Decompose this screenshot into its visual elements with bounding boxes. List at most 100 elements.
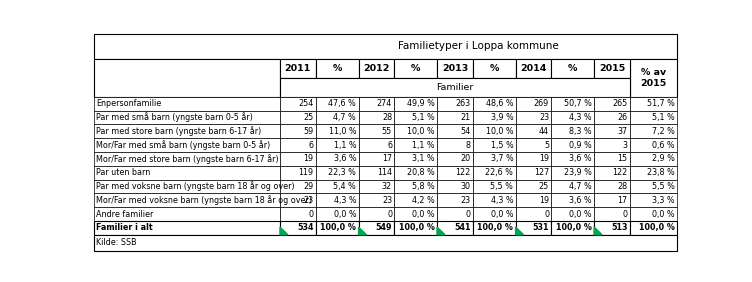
Text: 3,7 %: 3,7 % <box>490 154 514 163</box>
Text: 263: 263 <box>456 99 471 108</box>
Text: % av
2015: % av 2015 <box>640 68 666 87</box>
Bar <box>359 124 394 138</box>
Bar <box>630 180 677 193</box>
Bar <box>630 207 677 221</box>
Polygon shape <box>516 227 523 235</box>
Text: 22,3 %: 22,3 % <box>329 168 356 177</box>
Text: 5: 5 <box>544 140 549 149</box>
Text: 8,3 %: 8,3 % <box>569 127 592 136</box>
Bar <box>94 221 280 235</box>
Bar <box>594 221 630 235</box>
Bar <box>473 221 516 235</box>
Bar <box>437 59 473 78</box>
Bar <box>316 193 359 207</box>
Text: 4,3 %: 4,3 % <box>490 196 514 205</box>
Bar <box>437 207 473 221</box>
Bar <box>316 138 359 152</box>
Text: 100,0 %: 100,0 % <box>478 223 514 232</box>
Bar <box>630 111 677 124</box>
Text: Par uten barn: Par uten barn <box>96 168 150 177</box>
Bar <box>280 221 316 235</box>
Bar <box>280 111 316 124</box>
Bar <box>551 221 594 235</box>
Text: 0,0 %: 0,0 % <box>652 210 675 219</box>
Bar <box>359 221 394 235</box>
Text: 19: 19 <box>303 154 314 163</box>
Text: 23: 23 <box>460 196 471 205</box>
Bar <box>94 59 280 97</box>
Text: 28: 28 <box>382 113 392 122</box>
Text: 23: 23 <box>382 196 392 205</box>
Bar <box>316 166 359 180</box>
Text: 541: 541 <box>454 223 471 232</box>
Text: 4,7 %: 4,7 % <box>569 182 592 191</box>
Text: 2013: 2013 <box>442 64 468 73</box>
Bar <box>473 138 516 152</box>
Text: 3: 3 <box>623 140 628 149</box>
Bar <box>94 124 280 138</box>
Text: Mor/Far med store barn (yngste barn 6-17 år): Mor/Far med store barn (yngste barn 6-17… <box>96 154 279 164</box>
Bar <box>316 180 359 193</box>
Text: 4,3 %: 4,3 % <box>569 113 592 122</box>
Text: 254: 254 <box>299 99 314 108</box>
Bar <box>359 152 394 166</box>
Bar <box>280 166 316 180</box>
Text: 50,7 %: 50,7 % <box>564 99 592 108</box>
Bar <box>280 180 316 193</box>
Bar <box>473 111 516 124</box>
Text: 0: 0 <box>387 210 392 219</box>
Bar <box>394 166 437 180</box>
Bar <box>437 124 473 138</box>
Text: 59: 59 <box>303 127 314 136</box>
Bar <box>394 180 437 193</box>
Text: 20: 20 <box>460 154 471 163</box>
Bar <box>516 180 551 193</box>
Polygon shape <box>594 227 602 235</box>
Bar <box>594 97 630 111</box>
Bar <box>359 193 394 207</box>
Text: %: % <box>411 64 420 73</box>
Text: 48,6 %: 48,6 % <box>486 99 514 108</box>
Bar <box>594 180 630 193</box>
Bar <box>359 166 394 180</box>
Bar <box>316 111 359 124</box>
Bar <box>94 138 280 152</box>
Text: %: % <box>568 64 578 73</box>
Bar <box>516 207 551 221</box>
Text: 5,5 %: 5,5 % <box>490 182 514 191</box>
Bar <box>516 166 551 180</box>
Text: 100,0 %: 100,0 % <box>399 223 435 232</box>
Text: Mor/Far med voksne barn (yngste barn 18 år og over): Mor/Far med voksne barn (yngste barn 18 … <box>96 195 312 205</box>
Text: 2014: 2014 <box>520 64 547 73</box>
Polygon shape <box>359 227 366 235</box>
Text: 0: 0 <box>623 210 628 219</box>
Text: 30: 30 <box>460 182 471 191</box>
Text: 513: 513 <box>611 223 628 232</box>
Bar <box>516 97 551 111</box>
Bar <box>394 97 437 111</box>
Bar <box>94 207 280 221</box>
Bar <box>630 193 677 207</box>
Text: 114: 114 <box>377 168 392 177</box>
Text: 6: 6 <box>308 140 314 149</box>
Bar <box>551 207 594 221</box>
Polygon shape <box>437 227 445 235</box>
Text: 5,1 %: 5,1 % <box>652 113 675 122</box>
Text: 1,1 %: 1,1 % <box>334 140 356 149</box>
Bar <box>516 193 551 207</box>
Text: 119: 119 <box>299 168 314 177</box>
Text: Par med små barn (yngste barn 0-5 år): Par med små barn (yngste barn 0-5 år) <box>96 113 253 122</box>
Text: 21: 21 <box>460 113 471 122</box>
Text: 25: 25 <box>303 113 314 122</box>
Bar <box>473 207 516 221</box>
Bar <box>280 138 316 152</box>
Bar <box>473 180 516 193</box>
Text: 29: 29 <box>303 182 314 191</box>
Bar <box>94 152 280 166</box>
Text: 3,6 %: 3,6 % <box>569 196 592 205</box>
Text: 15: 15 <box>617 154 628 163</box>
Text: 531: 531 <box>532 223 549 232</box>
Bar <box>551 111 594 124</box>
Bar <box>551 166 594 180</box>
Bar <box>594 193 630 207</box>
